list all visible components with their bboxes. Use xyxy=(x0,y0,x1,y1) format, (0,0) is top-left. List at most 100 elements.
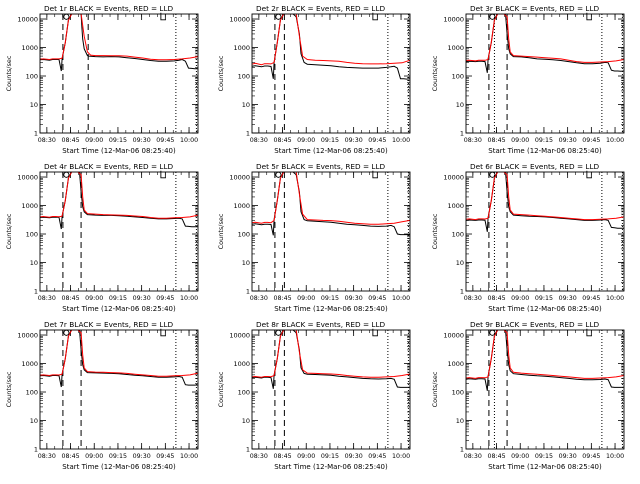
x-tick-label: 08:30 xyxy=(464,453,482,460)
x-tick-label: 08:45 xyxy=(487,453,505,460)
plot-frame xyxy=(39,13,199,134)
circle-marker-icon xyxy=(275,329,282,336)
x-tick-label: 10:00 xyxy=(606,137,624,144)
lld-series-line xyxy=(40,14,198,61)
panel-title: Det 7r BLACK = Events, RED = LLD xyxy=(44,320,174,329)
y-tick-label: 10 xyxy=(30,259,38,267)
x-tick-label: 09:30 xyxy=(559,453,577,460)
y-tick-label: 10000 xyxy=(229,15,250,23)
x-tick-label: 08:30 xyxy=(464,137,482,144)
circle-marker-icon xyxy=(275,171,282,178)
events-series-line xyxy=(40,330,198,388)
x-tick-label: 09:45 xyxy=(368,453,386,460)
y-axis-label: Counts/sec xyxy=(431,371,439,407)
x-tick-label: 08:45 xyxy=(61,137,79,144)
x-tick-label: 09:00 xyxy=(85,295,103,302)
events-series-line xyxy=(40,14,198,72)
lld-series-line xyxy=(40,172,198,219)
plot-frame xyxy=(39,171,199,292)
y-tick-label: 1000 xyxy=(447,202,464,210)
lld-series-line xyxy=(466,172,624,221)
y-tick-label: 100 xyxy=(26,72,38,80)
x-tick-label: 08:30 xyxy=(250,453,268,460)
x-tick-label: 09:30 xyxy=(559,137,577,144)
x-tick-label: 09:45 xyxy=(156,137,174,144)
x-tick-label: 09:30 xyxy=(345,295,363,302)
panel-title: Det 4r BLACK = Events, RED = LLD xyxy=(44,162,174,171)
x-axis-label: Start Time (12-Mar-06 08:25:40) xyxy=(274,305,388,313)
detector-panel-3: Det 3r BLACK = Events, RED = LLD Counts/s… xyxy=(431,4,625,155)
plot-frame xyxy=(465,13,625,134)
x-tick-label: 08:45 xyxy=(273,137,291,144)
x-tick-label: 09:15 xyxy=(321,295,339,302)
plot-frame xyxy=(465,329,625,450)
x-axis-label: Start Time (12-Mar-06 08:25:40) xyxy=(62,305,176,313)
y-tick-label: 100 xyxy=(452,230,464,238)
detector-panel-5: Det 5r BLACK = Events, RED = LLD Counts/s… xyxy=(217,162,411,313)
lld-series-line xyxy=(466,14,624,63)
y-tick-label: 1000 xyxy=(21,202,38,210)
x-tick-label: 09:00 xyxy=(511,295,529,302)
y-tick-label: 1 xyxy=(460,445,464,453)
events-series-line xyxy=(252,172,410,236)
y-tick-label: 1000 xyxy=(233,44,250,52)
plot-frame xyxy=(39,329,199,450)
x-tick-label: 09:45 xyxy=(582,295,600,302)
x-axis-label: Start Time (12-Mar-06 08:25:40) xyxy=(488,463,602,471)
x-tick-label: 10:00 xyxy=(606,295,624,302)
x-tick-label: 09:30 xyxy=(559,295,577,302)
x-tick-label: 09:15 xyxy=(109,453,127,460)
y-tick-label: 100 xyxy=(26,388,38,396)
detector-panel-8: Det 8r BLACK = Events, RED = LLD Counts/s… xyxy=(217,320,411,471)
events-series-line xyxy=(466,172,624,232)
x-tick-label: 08:30 xyxy=(38,295,56,302)
y-tick-label: 10000 xyxy=(229,331,250,339)
y-tick-label: 100 xyxy=(452,388,464,396)
x-tick-label: 09:30 xyxy=(133,453,151,460)
x-axis-label: Start Time (12-Mar-06 08:25:40) xyxy=(274,463,388,471)
y-axis-label: Counts/sec xyxy=(217,213,225,249)
x-tick-label: 10:00 xyxy=(392,137,410,144)
y-axis-label: Counts/sec xyxy=(5,371,13,407)
y-tick-label: 10 xyxy=(30,101,38,109)
y-tick-label: 1 xyxy=(246,129,250,137)
x-tick-label: 10:00 xyxy=(180,453,198,460)
plot-frame xyxy=(465,171,625,292)
panel-title: Det 2r BLACK = Events, RED = LLD xyxy=(256,4,386,13)
x-tick-label: 08:45 xyxy=(487,137,505,144)
x-tick-label: 08:30 xyxy=(38,137,56,144)
circle-marker-icon xyxy=(489,13,496,20)
y-tick-label: 1 xyxy=(246,445,250,453)
circle-marker-icon xyxy=(489,171,496,178)
lld-series-line xyxy=(252,172,410,225)
x-tick-label: 09:15 xyxy=(535,453,553,460)
x-tick-label: 09:15 xyxy=(321,453,339,460)
lld-series-line xyxy=(252,330,410,378)
x-tick-label: 08:30 xyxy=(38,453,56,460)
y-tick-label: 10 xyxy=(242,259,250,267)
x-tick-label: 09:30 xyxy=(133,137,151,144)
x-tick-label: 08:30 xyxy=(250,295,268,302)
y-tick-label: 100 xyxy=(26,230,38,238)
x-tick-label: 09:30 xyxy=(133,295,151,302)
x-tick-label: 09:00 xyxy=(297,137,315,144)
y-axis-label: Counts/sec xyxy=(217,371,225,407)
step-marker-icon xyxy=(372,12,378,21)
x-axis-label: Start Time (12-Mar-06 08:25:40) xyxy=(274,147,388,155)
x-tick-label: 09:45 xyxy=(582,137,600,144)
x-tick-label: 08:45 xyxy=(273,295,291,302)
step-marker-icon xyxy=(160,170,166,179)
plot-frame xyxy=(251,171,411,292)
x-tick-label: 09:30 xyxy=(345,453,363,460)
y-tick-label: 1000 xyxy=(233,202,250,210)
x-tick-label: 09:15 xyxy=(109,295,127,302)
x-tick-label: 10:00 xyxy=(180,295,198,302)
x-tick-label: 08:30 xyxy=(250,137,268,144)
x-tick-label: 08:45 xyxy=(273,453,291,460)
y-tick-label: 10 xyxy=(456,259,464,267)
detector-panel-2: Det 2r BLACK = Events, RED = LLD Counts/s… xyxy=(217,4,411,155)
y-axis-label: Counts/sec xyxy=(431,55,439,91)
step-marker-icon xyxy=(586,170,592,179)
